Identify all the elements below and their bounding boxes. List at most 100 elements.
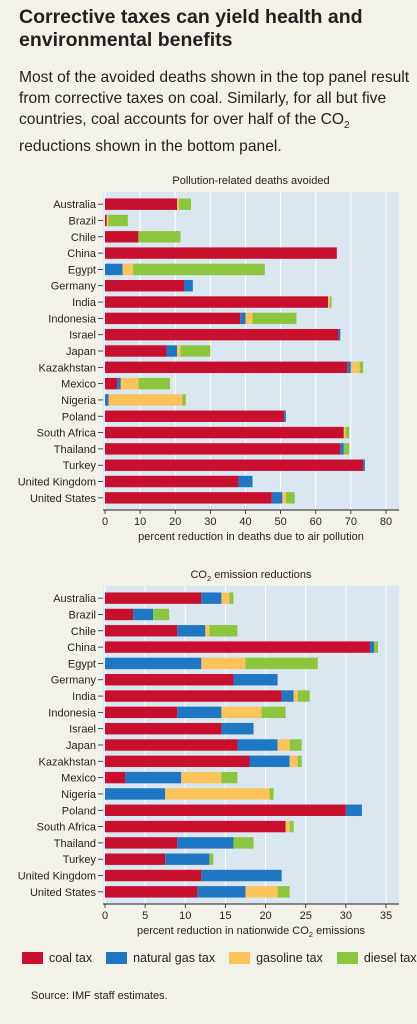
category-label-poland: Poland (62, 411, 96, 423)
bar-japan-diesel (180, 345, 211, 357)
co2-reduction-chart: CO2 emission reductions Australia Brazil Ch… (18, 569, 399, 939)
x-tick-label: 70 (345, 516, 357, 528)
bar-germany-natural-gas (233, 674, 278, 686)
bar-israel-coal (105, 328, 339, 341)
bar-mexico-gasoline (120, 377, 139, 390)
bar-japan-gasoline (277, 739, 290, 751)
bar-egypt-gasoline (122, 263, 134, 276)
bar-south-africa-coal (105, 426, 344, 439)
category-label-india: India (72, 691, 97, 703)
bar-chile-diesel (209, 625, 238, 637)
bar-thailand-coal (105, 837, 178, 849)
bar-israel-coal (105, 722, 222, 735)
category-label-mexico: Mexico (61, 773, 96, 785)
legend-swatch-coal (22, 952, 43, 964)
subtitle-text-1: Most of the avoided deaths shown in the … (19, 69, 410, 128)
x-tick-label: 25 (300, 910, 312, 922)
bar-egypt-natural-gas (105, 263, 123, 276)
bar-indonesia-natural-gas (240, 312, 246, 325)
bar-indonesia-gasoline (245, 312, 253, 325)
bar-australia-diesel (178, 198, 192, 210)
category-label-indonesia: Indonesia (48, 707, 97, 719)
category-label-chile: Chile (71, 232, 96, 244)
category-label-nigeria: Nigeria (61, 395, 97, 407)
bar-chile-coal (105, 231, 139, 243)
bar-china-coal (105, 247, 337, 259)
category-label-thailand: Thailand (54, 444, 96, 456)
bar-israel-natural-gas (221, 722, 254, 735)
bar-brazil-gasoline (106, 214, 109, 227)
bar-japan-diesel (289, 739, 302, 751)
legend-label-natural-gas: natural gas tax (133, 951, 216, 965)
bar-kazakhstan-coal (105, 755, 250, 768)
bar-egypt-diesel (133, 263, 265, 276)
category-label-united-states: United States (30, 887, 97, 899)
legend-label-coal: coal tax (49, 951, 93, 965)
chart-title: Corrective taxes can yield health and en… (19, 6, 363, 51)
bar-turkey-diesel (209, 853, 214, 865)
category-label-brazil: Brazil (68, 215, 96, 227)
category-label-indonesia: Indonesia (48, 313, 97, 325)
chart-subtitle: Most of the avoided deaths shown in the … (19, 67, 411, 157)
bar-india-gasoline (293, 690, 298, 702)
bar-kazakhstan-diesel (359, 361, 364, 374)
x-tick-label: 0 (102, 516, 108, 528)
x-tick-label: 15 (219, 910, 231, 922)
bar-indonesia-gasoline (221, 706, 262, 719)
bar-united-states-natural-gas (271, 492, 283, 504)
bar-china-coal (105, 641, 370, 653)
bar-israel-natural-gas (338, 328, 341, 341)
category-label-south-africa: South Africa (37, 822, 97, 834)
bar-australia-coal (105, 198, 178, 210)
bar-kazakhstan-diesel (297, 755, 302, 768)
bar-united-states-diesel (285, 492, 295, 504)
bar-poland-natural-gas (284, 410, 286, 422)
bar-indonesia-coal (105, 706, 178, 719)
bar-thailand-diesel (343, 443, 350, 455)
category-label-united-kingdom: United Kingdom (18, 477, 96, 489)
bar-india-diesel (329, 296, 332, 308)
legend-item-diesel: diesel tax (336, 951, 417, 965)
category-label-china: China (67, 248, 97, 260)
bar-germany-coal (105, 674, 234, 686)
bar-united-kingdom-coal (105, 475, 239, 488)
bar-germany-coal (105, 280, 185, 292)
bar-mexico-coal (105, 771, 126, 784)
legend: coal tax natural gas tax gasoline tax di… (22, 951, 417, 965)
x-tick-label: 30 (204, 516, 216, 528)
bar-poland-natural-gas (345, 804, 362, 816)
x-tick-label: 40 (239, 516, 251, 528)
bar-mexico-gasoline (181, 771, 222, 784)
bar-united-states-natural-gas (197, 886, 246, 898)
bar-china-natural-gas (369, 641, 374, 653)
category-label-germany: Germany (51, 281, 97, 293)
category-label-nigeria: Nigeria (61, 789, 97, 801)
category-label-united-states: United States (30, 493, 97, 505)
bar-united-kingdom-natural-gas (201, 869, 282, 882)
category-label-egypt: Egypt (68, 658, 96, 670)
bar-nigeria-diesel (269, 788, 274, 800)
legend-swatch-natural-gas (106, 952, 128, 964)
bar-egypt-diesel (245, 657, 318, 670)
x-tick-label: 0 (102, 910, 108, 922)
bar-chile-diesel (138, 231, 181, 243)
bar-india-coal (105, 690, 282, 702)
category-label-turkey: Turkey (63, 460, 97, 472)
bar-turkey-coal (105, 459, 364, 471)
bar-indonesia-diesel (261, 706, 286, 719)
bar-south-africa-coal (105, 820, 286, 833)
bar-japan-natural-gas (237, 739, 278, 751)
category-label-australia: Australia (53, 593, 97, 605)
bar-turkey-coal (105, 853, 166, 865)
bar-turkey-natural-gas (165, 853, 210, 865)
x-axis-label: percent reduction in nationwide CO2 emis… (137, 925, 366, 939)
bar-kazakhstan-coal (105, 361, 348, 374)
bar-japan-natural-gas (166, 345, 178, 357)
category-label-turkey: Turkey (63, 854, 97, 866)
category-label-germany: Germany (51, 675, 97, 687)
category-label-south-africa: South Africa (37, 428, 97, 440)
bar-australia-natural-gas (201, 592, 222, 604)
bar-brazil-diesel (153, 608, 170, 621)
bar-india-gasoline (328, 296, 330, 308)
bar-united-states-coal (105, 886, 198, 898)
